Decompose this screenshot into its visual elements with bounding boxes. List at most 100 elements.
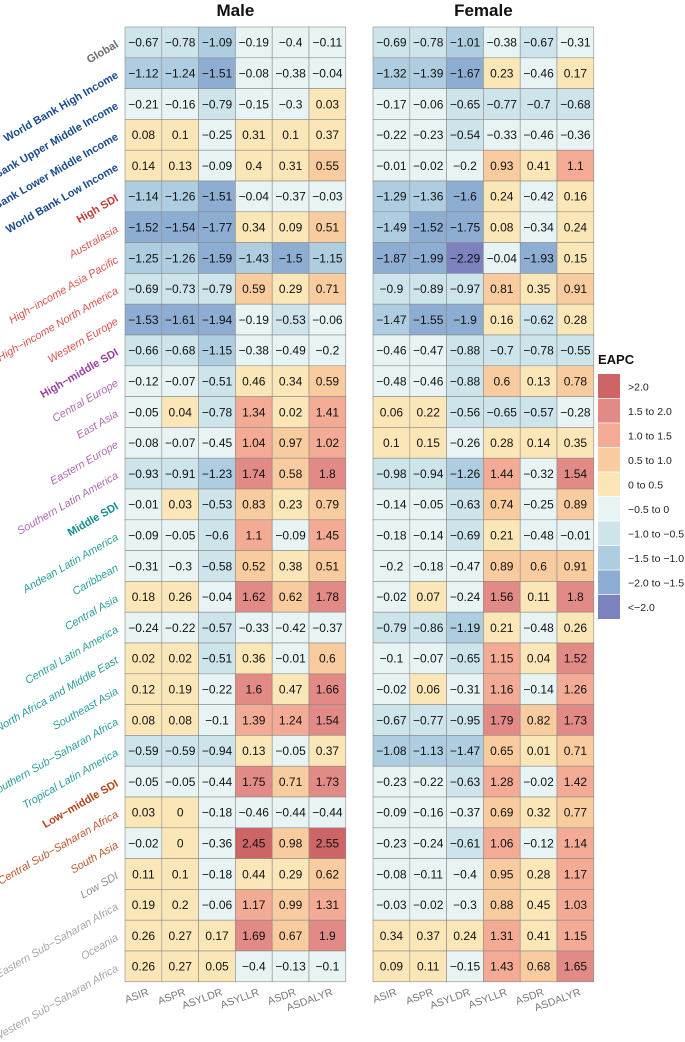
heatmap-cell [308,273,347,305]
cell-value-label: −0.54 [450,128,481,142]
heatmap-cell [446,211,484,243]
heatmap-cell [556,180,595,213]
cell-value-label: 0.62 [316,867,340,881]
cell-value-label: −0.22 [202,683,233,697]
cell-value-label: −0.93 [128,467,159,481]
cell-value-label: −0.18 [413,559,444,573]
cell-value-label: 0.38 [279,559,303,573]
heatmap-cell [446,519,484,551]
column-label: ASYLLR [219,986,261,1011]
cell-value-label: 1.14 [564,837,588,851]
heatmap-cell [271,396,310,428]
heatmap-cell [308,673,347,705]
cell-value-label: 0.02 [132,652,156,666]
cell-value-label: −0.37 [312,621,343,635]
cell-value-label: 1.8 [567,590,584,604]
heatmap-cell [519,26,558,59]
cell-value-label: −1.77 [202,221,233,235]
cell-value-label: 0.41 [527,159,551,173]
heatmap-cell [409,119,447,151]
heatmap-cell [271,488,310,521]
cell-value-label: −1.01 [450,36,481,50]
heatmap-cell [235,611,273,644]
cell-value-label: −0.24 [413,837,444,851]
heatmap-cell [483,119,521,151]
heatmap-cell [556,365,595,397]
cell-value-label: −0.1 [380,652,404,666]
cell-value-label: −0.1 [316,960,340,974]
heatmap-cell [308,581,347,613]
cell-value-label: −0.63 [450,498,481,512]
cell-value-label: −0.04 [312,67,343,81]
cell-value-label: −0.12 [523,837,554,851]
cell-value-label: 0.07 [417,590,441,604]
heatmap-cell [308,334,347,367]
heatmap-cell [271,242,310,274]
heatmap-cell [483,242,521,274]
row-label: High SDI [75,193,121,226]
cell-value-label: 0.13 [242,744,266,758]
cell-value-label: 0.03 [316,97,340,111]
cell-value-label: −0.14 [523,683,554,697]
cell-value-label: 0.83 [242,498,266,512]
heatmap-cell [198,119,236,151]
cell-value-label: 0.45 [527,898,551,912]
cell-value-label: −0.78 [202,405,233,419]
cell-value-label: −0.03 [376,898,407,912]
cell-value-label: −0.67 [376,713,407,727]
row-label: Oceania [79,932,120,963]
cell-value-label: −0.37 [450,806,481,820]
cell-value-label: 0.89 [564,498,588,512]
cell-value-label: 1.79 [490,713,514,727]
cell-value-label: −0.48 [523,529,554,543]
cell-value-label: 0.4 [245,159,262,173]
cell-value-label: 0.03 [169,498,193,512]
cell-value-label: −0.36 [202,837,233,851]
heatmap-cell [308,149,347,182]
cell-value-label: −0.98 [376,467,407,481]
heatmap-cell [124,765,163,798]
heatmap-cell [124,273,163,305]
cell-value-label: −0.01 [128,498,159,512]
heatmap-cell [235,919,273,952]
panel-male: Male −0.67 −0.78 −1.09 −0.19 −0.4 −0.11 −1.12 −1… [124,1,347,983]
cell-value-label: −1.36 [413,190,444,204]
row-label: Western Sub−Saharan Africa [0,963,120,1042]
cell-value-label: −0.14 [376,498,407,512]
cell-value-label: −1.25 [128,251,159,265]
cell-value-label: −0.61 [450,837,481,851]
heatmap-cell [556,550,595,582]
heatmap-cell [161,796,199,829]
heatmap-cell [446,581,484,613]
cell-value-label: −0.21 [128,97,159,111]
cell-value-label: 0.59 [316,375,340,389]
cell-value-label: −0.28 [560,405,591,419]
heatmap-cell [372,149,411,182]
cell-value-label: −1.29 [376,190,407,204]
legend-swatch [598,374,620,399]
heatmap-cell [124,427,163,459]
heatmap-cell [308,550,347,582]
cell-value-label: −0.15 [450,960,481,974]
cell-value-label: −0.79 [202,282,233,296]
cell-value-label: −0.65 [450,97,481,111]
column-label: ASIR [123,986,151,1006]
cell-value-label: 1.54 [564,467,588,481]
heatmap-cell [161,119,199,151]
heatmap-cell [446,889,484,921]
cell-value-label: −1.67 [450,67,481,81]
cell-value-label: −0.2 [316,344,340,358]
heatmap-cell [235,334,273,367]
heatmap-cell [446,57,484,89]
cell-value-label: 0.1 [172,867,189,881]
heatmap-cell [308,919,347,952]
cell-value-label: 1.75 [242,775,266,789]
cell-value-label: 0.26 [132,929,156,943]
cell-value-label: −1.93 [523,251,554,265]
heatmap-cell [556,889,595,921]
heatmap-cell [556,673,595,705]
heatmap-cell [446,611,484,644]
heatmap-cell [308,457,347,490]
cell-value-label: 0.95 [490,867,514,881]
cell-value-label: −0.69 [128,282,159,296]
